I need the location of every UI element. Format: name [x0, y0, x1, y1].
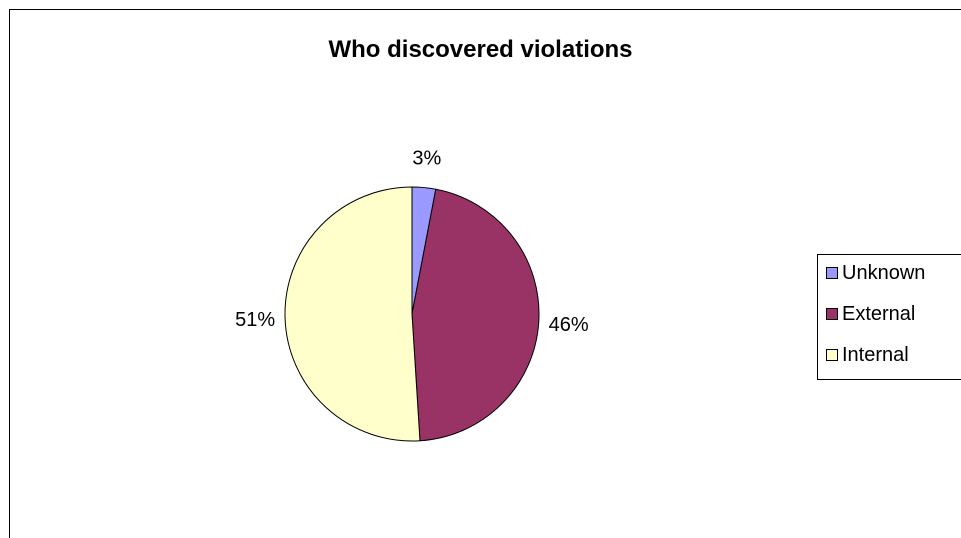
legend-label-internal: Internal [842, 343, 909, 366]
legend-swatch-external [826, 308, 838, 320]
data-label-internal: 51% [235, 309, 275, 331]
pie-slice-external [411, 188, 540, 442]
legend-label-unknown: Unknown [842, 261, 926, 284]
legend-item-unknown: Unknown [826, 261, 925, 285]
chart-title: Who discovered violations [328, 36, 633, 63]
legend-swatch-unknown [826, 267, 838, 279]
legend-swatch-internal [826, 349, 838, 361]
pie-slice-internal [284, 186, 421, 442]
legend-item-internal: Internal [826, 343, 909, 367]
legend-label-external: External [842, 302, 916, 325]
legend: Unknown External Internal [817, 254, 961, 380]
data-label-external: 46% [549, 314, 589, 336]
legend-item-external: External [826, 302, 915, 326]
data-label-unknown: 3% [412, 148, 441, 170]
chart-frame [9, 9, 961, 538]
